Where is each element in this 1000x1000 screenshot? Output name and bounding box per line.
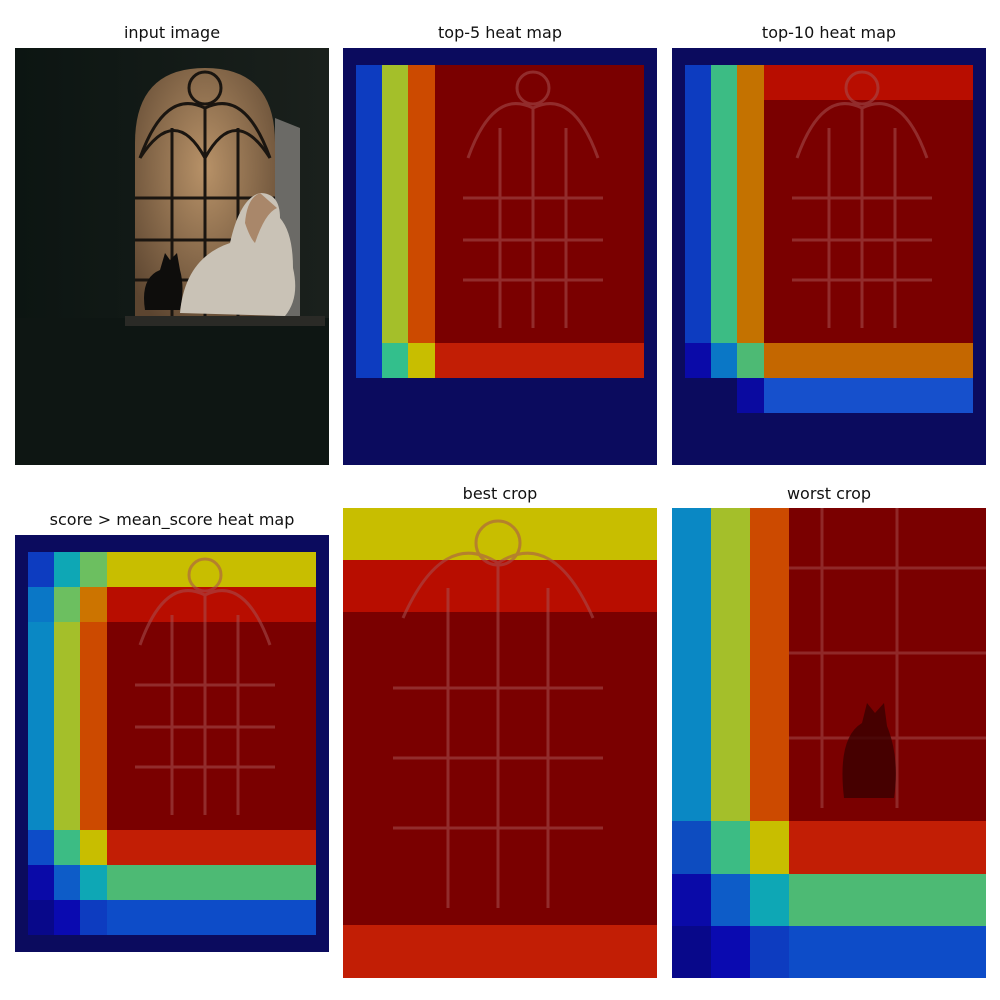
panel-title-best-crop: best crop: [343, 484, 657, 504]
worst-crop: [672, 508, 986, 978]
panel-title-worst-crop: worst crop: [672, 484, 986, 504]
panel-title-top5-heat-map: top-5 heat map: [343, 23, 657, 43]
mean-score-heat-map: [15, 535, 329, 952]
scene-illustration: [15, 48, 329, 465]
best-crop: [343, 508, 657, 978]
top5-heat-map: [343, 48, 657, 465]
top10-heat-map: [672, 48, 986, 465]
panel-title-top10-heat-map: top-10 heat map: [672, 23, 986, 43]
panel-title-input-image: input image: [15, 23, 329, 43]
input-image: [15, 48, 329, 465]
panel-title-mean-score-heat-map: score > mean_score heat map: [15, 510, 329, 530]
